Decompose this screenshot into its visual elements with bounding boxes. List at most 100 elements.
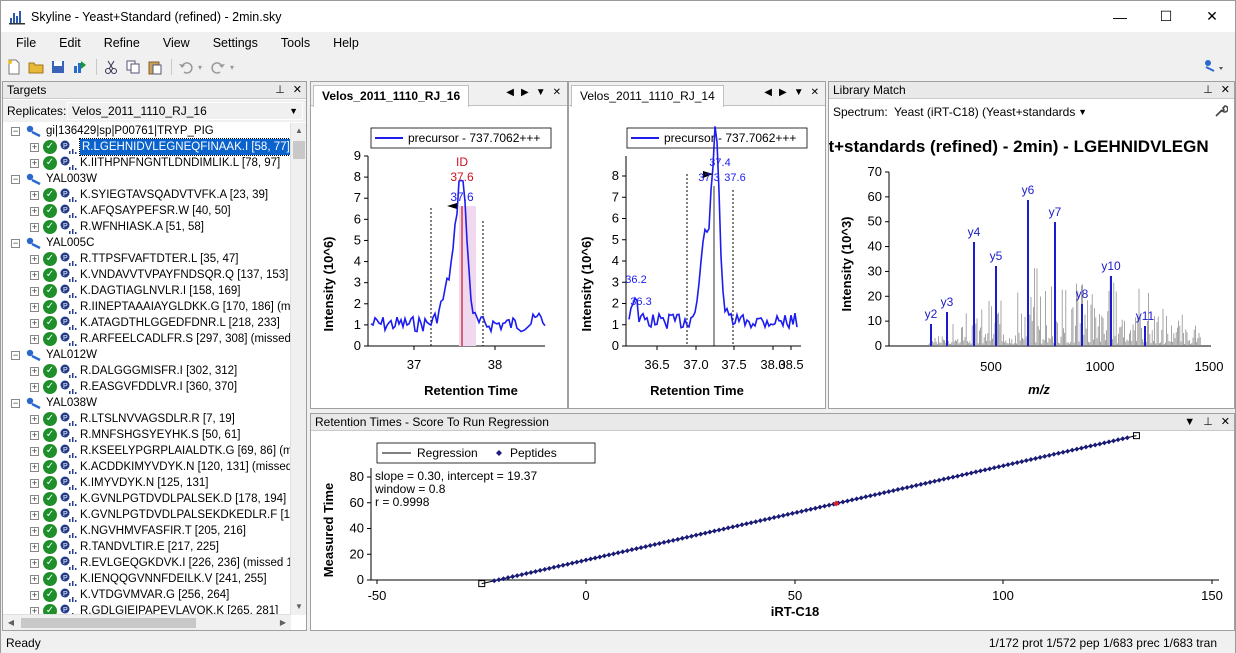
expand-icon[interactable]: +	[30, 590, 39, 600]
peptide-node[interactable]: + ✓ P R.MNFSHGSYEYHK.S [50, 61]	[3, 427, 291, 443]
pin-icon[interactable]: ⊥	[275, 84, 285, 96]
peptide-node[interactable]: + ✓ P K.NGVHMVFASFIR.T [205, 216]	[3, 523, 291, 539]
chevron-down-icon[interactable]: ▼	[1184, 416, 1196, 428]
peptide-node[interactable]: + ✓ P R.WFNHIASK.A [51, 58]	[3, 219, 291, 235]
close-icon[interactable]: ✕	[1220, 416, 1230, 428]
hscroll-thumb[interactable]	[21, 618, 196, 628]
scroll-left-icon[interactable]: ◀	[7, 618, 15, 627]
scroll-thumb[interactable]	[293, 141, 305, 159]
expand-icon[interactable]: +	[30, 382, 39, 392]
menu-edit[interactable]: Edit	[59, 36, 81, 50]
replicates-dropdown[interactable]: Velos_2011_1110_RJ_16 ▼	[67, 102, 303, 120]
peptide-node[interactable]: + ✓ P R.EVLGEQGKDVK.I [226, 236] (missed 1)	[3, 555, 291, 571]
chrom2-plot[interactable]: precursor - 737.7062+++ Intensity (10^6)…	[569, 106, 825, 408]
expand-icon[interactable]: +	[30, 542, 39, 552]
expand-icon[interactable]: +	[30, 558, 39, 568]
save-icon[interactable]	[48, 57, 68, 77]
menu-settings[interactable]: Settings	[212, 36, 258, 50]
new-icon[interactable]	[4, 57, 24, 77]
redo-icon[interactable]	[208, 57, 228, 77]
expand-icon[interactable]: +	[30, 526, 39, 536]
expand-icon[interactable]: +	[30, 366, 39, 376]
maximize-button[interactable]: ☐	[1159, 8, 1173, 24]
collapse-icon[interactable]: −	[11, 238, 20, 248]
peptide-node[interactable]: + ✓ P R.IINEPTAAAIAYGLDKK.G [170, 186] (mis…	[3, 299, 291, 315]
undo-dropdown-icon[interactable]: ▾	[198, 62, 203, 72]
menu-view[interactable]: View	[162, 36, 190, 50]
peptide-node[interactable]: + ✓ P K.AFQSAYPEFSR.W [40, 50]	[3, 203, 291, 219]
tab-next-icon[interactable]: ▶	[779, 87, 787, 98]
peptide-node[interactable]: + ✓ P R.KSEELYPGRPLAIALDTK.G [69, 86] (miss…	[3, 443, 291, 459]
expand-icon[interactable]: +	[30, 478, 39, 488]
peptide-node[interactable]: + ✓ P K.ACDDKIMYVDYK.N [120, 131] (missed 1…	[3, 459, 291, 475]
peptide-node[interactable]: + ✓ P K.VNDAVVTVPAYFNDSQR.Q [137, 153]	[3, 267, 291, 283]
library-spectrum-plot[interactable]: st+standards (refined) - 2min) - LGEHNID…	[829, 124, 1234, 410]
peptide-node[interactable]: + ✓ P R.TANDVLTIR.E [217, 225]	[3, 539, 291, 555]
scroll-up-icon[interactable]: ▲	[295, 126, 303, 135]
cut-icon[interactable]	[101, 57, 121, 77]
peptide-node[interactable]: + ✓ P K.DAGTIAGLNVLR.I [158, 169]	[3, 283, 291, 299]
peptide-node[interactable]: + ✓ P K.IENQQGVNNFDEILK.V [241, 255]	[3, 571, 291, 587]
chrom1-plot[interactable]: precursor - 737.7062+++ Intensity (10^6)…	[311, 106, 567, 408]
expand-icon[interactable]: +	[30, 142, 39, 152]
protein-node[interactable]: − YAL003W	[3, 171, 291, 187]
expand-icon[interactable]: +	[30, 318, 39, 328]
expand-icon[interactable]: +	[30, 190, 39, 200]
regression-plot[interactable]: Regression Peptides slope = 0.30, interc…	[311, 432, 1234, 630]
copy-icon[interactable]	[123, 57, 143, 77]
peptide-node[interactable]: + ✓ P K.GVNLPGTDVDLPALSEKDKEDLR.F [178, 200…	[3, 507, 291, 523]
pin-icon[interactable]: ⊥	[1203, 416, 1213, 428]
menu-tools[interactable]: Tools	[280, 36, 311, 50]
expand-icon[interactable]: +	[30, 270, 39, 280]
peptide-node[interactable]: + ✓ P K.ATAGDTHLGGEDFDNR.L [218, 233]	[3, 315, 291, 331]
expand-icon[interactable]: +	[30, 462, 39, 472]
close-icon[interactable]: ✕	[1220, 84, 1230, 96]
peptide-node[interactable]: + ✓ P R.DALGGGMISFR.I [302, 312]	[3, 363, 291, 379]
tab-chrom2[interactable]: Velos_2011_1110_RJ_14	[571, 85, 724, 107]
protein-node[interactable]: − YAL012W	[3, 347, 291, 363]
publish-icon[interactable]	[70, 57, 90, 77]
collapse-icon[interactable]: −	[11, 350, 20, 360]
protein-node[interactable]: − gi|136429|sp|P00761|TRYP_PIG	[3, 123, 291, 139]
expand-icon[interactable]: +	[30, 334, 39, 344]
scroll-down-icon[interactable]: ▼	[295, 602, 303, 611]
tab-prev-icon[interactable]: ◀	[764, 87, 772, 98]
menu-refine[interactable]: Refine	[103, 36, 140, 50]
peptide-node[interactable]: + ✓ P R.LTSLNVVAGSDLR.R [7, 19]	[3, 411, 291, 427]
peptide-node[interactable]: + ✓ P R.TTPSFVAFTDTER.L [35, 47]	[3, 251, 291, 267]
undo-icon[interactable]	[176, 57, 196, 77]
close-icon[interactable]: ✕	[292, 84, 302, 96]
paste-icon[interactable]	[145, 57, 165, 77]
tab-close-icon[interactable]: ✕	[810, 87, 819, 98]
collapse-icon[interactable]: −	[11, 398, 20, 408]
menu-file[interactable]: File	[16, 36, 37, 50]
tab-chrom1[interactable]: Velos_2011_1110_RJ_16	[313, 85, 470, 107]
peptide-node[interactable]: + ✓ P R.ARFEELCADLFR.S [297, 308] (missed 1…	[3, 331, 291, 347]
minimize-button[interactable]: —	[1113, 8, 1127, 25]
expand-icon[interactable]: +	[30, 254, 39, 264]
peptide-node[interactable]: + ✓ P K.IMYVDYK.N [125, 131]	[3, 475, 291, 491]
peptide-node[interactable]: + ✓ P K.VTDGVMVAR.G [256, 264]	[3, 587, 291, 603]
pin-icon[interactable]: ⊥	[1203, 84, 1213, 96]
horizontal-scrollbar[interactable]: ◀ ▶	[3, 614, 291, 630]
peptide-node[interactable]: + ✓ P K.GVNLPGTDVDLPALSEK.D [178, 194]	[3, 491, 291, 507]
tab-close-icon[interactable]: ✕	[552, 87, 561, 98]
protein-node[interactable]: − YAL038W	[3, 395, 291, 411]
expand-icon[interactable]: +	[30, 302, 39, 312]
expand-icon[interactable]: +	[30, 286, 39, 296]
menu-help[interactable]: Help	[333, 36, 359, 50]
peptide-node[interactable]: + ✓ P K.SYIEGTAVSQADVTVFK.A [23, 39]	[3, 187, 291, 203]
tab-prev-icon[interactable]: ◀	[506, 87, 514, 98]
collapse-icon[interactable]: −	[11, 126, 20, 136]
close-button[interactable]: ✕	[1206, 8, 1218, 24]
tab-menu-icon[interactable]: ▼	[793, 87, 804, 98]
peptide-node[interactable]: + ✓ P R.LGEHNIDVLEGNEQFINAAK.I [58, 77]	[3, 138, 291, 156]
vertical-scrollbar[interactable]: ▲ ▼	[290, 123, 306, 615]
wrench-icon[interactable]	[1214, 104, 1229, 121]
spectrum-dropdown[interactable]: Yeast (iRT-C18) (Yeast+standards ▼	[891, 102, 1091, 122]
redo-dropdown-icon[interactable]: ▾	[230, 62, 235, 72]
expand-icon[interactable]: +	[30, 574, 39, 584]
collapse-icon[interactable]: −	[11, 174, 20, 184]
scroll-right-icon[interactable]: ▶	[279, 618, 287, 627]
expand-icon[interactable]: +	[30, 222, 39, 232]
